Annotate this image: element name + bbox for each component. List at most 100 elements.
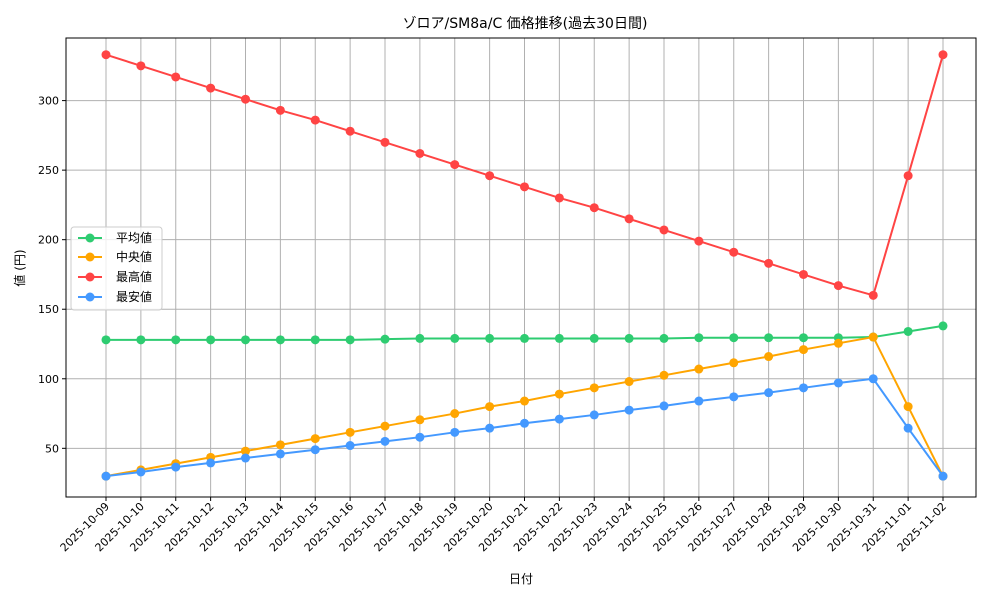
data-point-max xyxy=(694,236,704,246)
data-point-average xyxy=(310,335,320,345)
data-point-max xyxy=(938,50,948,60)
data-point-median xyxy=(310,434,320,444)
data-point-max xyxy=(764,258,774,268)
x-axis-label: 日付 xyxy=(509,572,533,586)
legend-label-median: 中央値 xyxy=(116,249,152,264)
plot-frame xyxy=(65,37,977,498)
data-point-average xyxy=(554,333,564,343)
data-point-min xyxy=(241,453,250,463)
data-point-max xyxy=(868,290,878,300)
series-layer xyxy=(101,50,948,481)
legend-label-min: 最安値 xyxy=(116,289,152,304)
data-point-average xyxy=(694,333,704,343)
y-tick-label: 150 xyxy=(38,303,59,316)
data-point-median xyxy=(380,421,390,431)
data-point-average xyxy=(275,335,285,345)
data-point-min xyxy=(554,414,564,424)
data-point-max xyxy=(589,203,599,213)
data-point-min xyxy=(624,405,634,415)
data-point-max xyxy=(380,137,390,147)
grid-layer xyxy=(66,38,976,497)
data-point-max xyxy=(310,115,320,125)
data-point-min xyxy=(764,388,774,398)
data-point-average xyxy=(764,333,774,343)
data-point-average xyxy=(624,333,634,343)
data-point-average xyxy=(380,334,390,344)
data-point-average xyxy=(345,335,355,345)
data-point-median xyxy=(241,446,250,456)
data-point-median xyxy=(520,396,529,406)
y-axis-label: 値 (円) xyxy=(12,249,27,286)
series-min xyxy=(101,374,948,481)
data-point-min xyxy=(345,441,355,451)
data-point-average xyxy=(241,335,250,345)
data-point-max xyxy=(101,50,111,60)
data-point-max xyxy=(729,247,739,257)
data-point-max xyxy=(799,269,808,279)
legend-marker-min xyxy=(85,292,95,302)
legend-label-max: 最高値 xyxy=(116,269,152,284)
data-point-median xyxy=(833,338,843,348)
data-point-min xyxy=(520,418,529,428)
data-point-min xyxy=(729,392,739,402)
data-point-average xyxy=(659,333,669,343)
legend-marker-average xyxy=(85,233,95,243)
data-point-min xyxy=(694,396,704,406)
data-point-average xyxy=(729,333,739,343)
data-point-median xyxy=(345,427,355,437)
y-tick-label: 50 xyxy=(45,442,59,455)
data-point-max xyxy=(275,105,285,115)
data-point-median xyxy=(799,345,808,355)
data-point-average xyxy=(903,326,913,336)
data-point-min xyxy=(415,432,425,442)
data-point-median xyxy=(485,402,495,412)
data-point-max xyxy=(136,61,146,71)
data-point-min xyxy=(833,378,843,388)
data-point-median xyxy=(903,402,913,412)
data-point-min xyxy=(868,374,878,384)
legend: 平均値 中央値 最高値 最安値 xyxy=(70,226,163,311)
data-point-max xyxy=(206,83,216,93)
data-point-average xyxy=(589,333,599,343)
data-point-average xyxy=(485,333,495,343)
tick-layer: 501001502002503002025-10-092025-10-10202… xyxy=(38,95,949,555)
data-point-median xyxy=(729,358,739,368)
data-point-max xyxy=(241,94,250,104)
series-max xyxy=(101,50,948,300)
data-point-max xyxy=(415,148,425,158)
data-point-max xyxy=(624,214,634,224)
data-point-min xyxy=(450,427,460,437)
data-point-max xyxy=(485,171,495,181)
data-point-min xyxy=(310,445,320,455)
data-point-max xyxy=(659,225,669,235)
data-point-min xyxy=(171,462,181,472)
legend-box xyxy=(70,226,163,311)
data-point-min xyxy=(938,471,948,481)
legend-marker-median xyxy=(85,252,95,262)
data-point-average xyxy=(938,321,948,331)
data-point-median xyxy=(415,415,425,425)
data-point-average xyxy=(450,333,460,343)
data-point-min xyxy=(206,458,216,468)
data-point-average xyxy=(415,333,425,343)
y-tick-label: 200 xyxy=(38,234,59,247)
data-point-average xyxy=(171,335,181,345)
data-point-max xyxy=(171,72,181,82)
data-point-median xyxy=(624,377,634,387)
data-point-max xyxy=(903,171,913,181)
data-point-max xyxy=(345,126,355,136)
data-point-max xyxy=(554,193,564,203)
data-point-min xyxy=(485,423,495,433)
data-point-median xyxy=(450,409,460,419)
data-point-median xyxy=(694,364,704,374)
data-point-min xyxy=(589,410,599,420)
legend-label-average: 平均値 xyxy=(116,230,152,245)
data-point-min xyxy=(136,467,146,477)
data-point-min xyxy=(275,449,285,459)
data-point-min xyxy=(101,471,111,481)
data-point-median xyxy=(764,352,774,362)
y-tick-label: 100 xyxy=(38,373,59,386)
data-point-min xyxy=(903,423,913,433)
